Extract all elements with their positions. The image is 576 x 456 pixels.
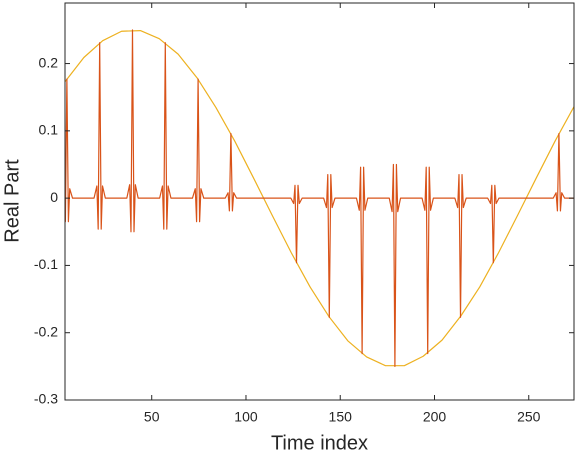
y-tick-label: -0.3 <box>34 391 58 407</box>
y-tick-label: -0.2 <box>34 323 58 339</box>
x-tick-label: 200 <box>423 409 447 425</box>
axes-box <box>64 2 575 401</box>
series-line <box>65 29 574 367</box>
y-tick-label: 0.2 <box>39 54 59 70</box>
series-line <box>65 29 574 367</box>
x-tick-label: 100 <box>234 409 258 425</box>
y-tick-label: 0 <box>50 189 58 205</box>
x-tick-label: 250 <box>517 409 541 425</box>
y-tick-label: -0.1 <box>34 256 58 272</box>
y-tick-label: 0.1 <box>39 122 59 138</box>
x-axis-label: Time index <box>271 432 368 454</box>
y-axis-label: Real Part <box>1 159 23 243</box>
x-tick-label: 150 <box>329 409 353 425</box>
plot-area <box>65 29 574 367</box>
x-tick-label: 50 <box>144 409 160 425</box>
